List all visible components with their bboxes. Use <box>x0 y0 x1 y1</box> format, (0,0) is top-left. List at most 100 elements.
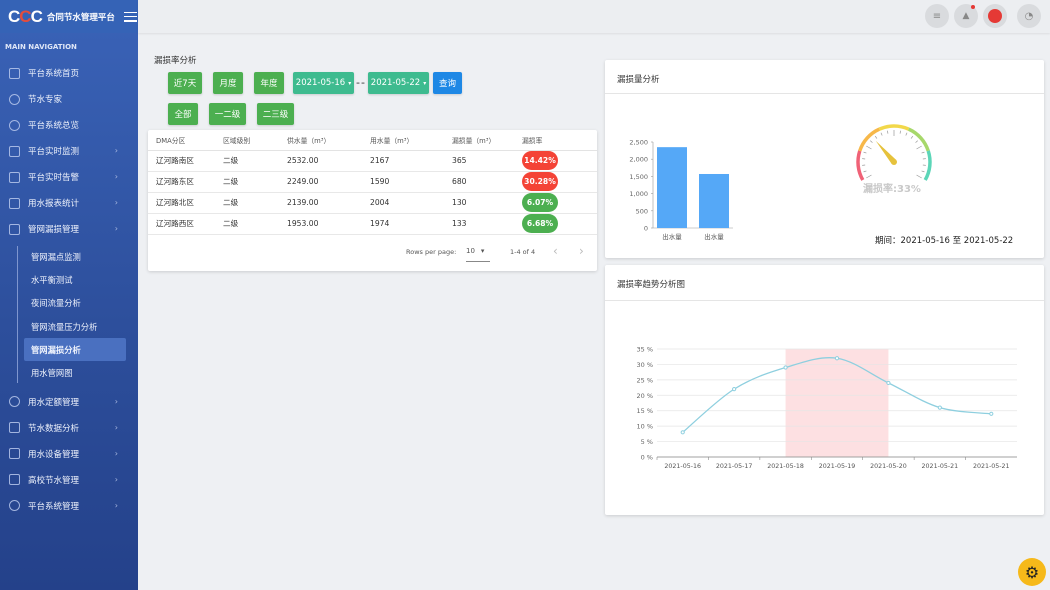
gauge-tick <box>921 151 925 154</box>
logo[interactable]: CCC <box>8 6 43 26</box>
sidebar-item-5[interactable]: 用水报表统计 › <box>0 190 138 216</box>
x-tick-label: 出水量 <box>704 232 724 241</box>
leak-table: DMA分区 区域级别 供水量（m³） 用水量（m³） 漏损量（m³） 漏损率 辽… <box>148 130 597 235</box>
cell-zone: 辽河路西区 <box>148 213 215 235</box>
hamburger-icon[interactable] <box>123 11 137 22</box>
clock-icon[interactable]: ◔ <box>1017 4 1041 28</box>
gauge-arc-segment <box>858 127 881 152</box>
col-header-usage[interactable]: 用水量（m³） <box>362 130 444 151</box>
table-row[interactable]: 辽河路北区 二级 2139.00 2004 130 6.07% <box>148 192 597 214</box>
y-tick-label: 1,000 <box>629 190 648 198</box>
gauge-tick <box>863 151 867 154</box>
rate-badge: 6.68% <box>522 214 558 233</box>
cube-icon <box>9 223 20 235</box>
sidebar-item-0[interactable]: 平台系统首页 <box>0 60 138 86</box>
submenu-item-3[interactable]: 管网流量压力分析 <box>31 321 98 332</box>
sidebar-item-label: 平台实时告警 <box>28 173 80 183</box>
sidebar-item-2[interactable]: 平台系统总览 <box>0 112 138 138</box>
table-row[interactable]: 辽河路东区 二级 2249.00 1590 680 30.28% <box>148 171 597 193</box>
data-point[interactable] <box>732 387 737 392</box>
gauge-tick <box>910 135 914 139</box>
level-1-2-button[interactable]: 一二级 <box>209 103 246 125</box>
query-button[interactable]: 查询 <box>433 72 462 94</box>
range-month-button[interactable]: 月度 <box>213 72 243 94</box>
gauge-tick <box>916 145 922 150</box>
cell-rate: 6.68% <box>514 213 597 235</box>
submenu-item-5[interactable]: 用水管网图 <box>31 368 73 379</box>
sidebar-bottom-item-2[interactable]: 用水设备管理 › <box>0 441 138 467</box>
sidebar-item-6[interactable]: 管网漏损管理 › <box>0 216 138 242</box>
home-icon <box>9 67 20 79</box>
rows-per-page-label: Rows per page: <box>406 248 457 256</box>
submenu-item-0[interactable]: 管网漏点监测 <box>31 251 81 262</box>
globe-icon <box>9 119 20 131</box>
notification-dot <box>971 5 975 9</box>
bar <box>657 147 687 228</box>
cell-loss: 365 <box>444 150 514 172</box>
user-avatar[interactable] <box>983 4 1007 28</box>
gauge-tick <box>915 140 919 143</box>
data-point[interactable] <box>834 356 840 361</box>
bar-chart: 0 500 1,000 1,500 2,000 2,500 出水量 出水量 <box>629 139 733 241</box>
sidebar-item-label: 用水报表统计 <box>28 199 80 209</box>
col-header-supply[interactable]: 供水量（m³） <box>279 130 362 151</box>
next-page-button[interactable]: › <box>579 244 584 258</box>
gauge-tick <box>866 174 872 179</box>
table-row[interactable]: 辽河路南区 二级 2532.00 2167 365 14.42% <box>148 150 597 172</box>
data-point[interactable] <box>680 430 685 435</box>
sidebar-bottom-item-4[interactable]: 平台系统管理 › <box>0 493 138 519</box>
start-date-select[interactable]: 2021-05-16 ▾ <box>293 72 354 94</box>
cell-loss: 130 <box>444 192 514 214</box>
level-all-button[interactable]: 全部 <box>168 103 198 125</box>
col-header-zone[interactable]: DMA分区 <box>148 130 215 151</box>
settings-gear-icon[interactable]: ⚙ <box>1018 558 1046 586</box>
rows-per-page-select[interactable]: 10 ▾ <box>466 247 485 255</box>
sidebar-item-label: 高校节水管理 <box>28 475 80 486</box>
sidebar-item-label: 用水设备管理 <box>28 449 80 460</box>
brand-title: 合同节水管理平台 <box>46 12 115 23</box>
submenu-item-1[interactable]: 水平衡测试 <box>31 274 73 285</box>
gauge-tick <box>887 130 889 134</box>
gauge-arc-segment <box>856 150 865 181</box>
data-point[interactable] <box>886 380 891 386</box>
trend-card: 漏损率趋势分析图 0 % 5 % 10 % 15 % 20 % 25 % 30 % 35 % 2… <box>605 265 1044 515</box>
cell-supply: 1953.00 <box>279 213 362 235</box>
x-tick-label: 2021-05-21 <box>973 463 1010 470</box>
gauge-arc-segment <box>907 127 930 152</box>
rate-badge: 30.28% <box>522 172 558 191</box>
sidebar-bottom-item-1[interactable]: 节水数据分析 › <box>0 415 138 441</box>
notification-icon[interactable]: ▲ <box>954 4 978 28</box>
col-header-level[interactable]: 区域级别 <box>215 130 279 151</box>
sidebar-item-1[interactable]: 节水专家 <box>0 86 138 112</box>
submenu-item-2[interactable]: 夜间流量分析 <box>31 298 81 309</box>
table-row[interactable]: 辽河路西区 二级 1953.00 1974 133 6.68% <box>148 213 597 235</box>
level-2-3-button[interactable]: 二三级 <box>257 103 294 125</box>
sidebar-item-3[interactable]: 平台实时监测 › <box>0 138 138 164</box>
data-point[interactable] <box>937 405 942 410</box>
menu-icon[interactable]: ≡ <box>925 4 949 28</box>
sidebar-bottom-item-3[interactable]: 高校节水管理 › <box>0 467 138 493</box>
col-header-rate[interactable]: 漏损率 <box>514 130 597 151</box>
cell-rate: 30.28% <box>514 171 597 193</box>
range-7days-button[interactable]: 近7天 <box>168 72 202 94</box>
page-info: 1-4 of 4 <box>510 248 536 256</box>
cell-rate: 14.42% <box>514 150 597 172</box>
sidebar-bottom-item-0[interactable]: 用水定额管理 › <box>0 389 138 415</box>
submenu-item-4[interactable]: 管网漏损分析 <box>24 338 126 362</box>
x-tick-label: 2021-05-20 <box>870 463 907 470</box>
cell-loss: 680 <box>444 171 514 193</box>
prev-page-button[interactable]: ‹ <box>553 244 558 258</box>
range-year-button[interactable]: 年度 <box>254 72 284 94</box>
gauge-pivot <box>891 159 897 165</box>
col-header-loss[interactable]: 漏损量（m³） <box>444 130 514 151</box>
gauge-tick <box>880 132 883 136</box>
data-point[interactable] <box>783 365 788 370</box>
data-point[interactable] <box>989 411 994 416</box>
y-tick-label: 1,500 <box>629 173 648 181</box>
gauge-tick <box>866 145 872 150</box>
sidebar-item-4[interactable]: 平台实时告警 › <box>0 164 138 190</box>
end-date-select[interactable]: 2021-05-22 ▾ <box>368 72 429 94</box>
gauge-needle <box>875 140 897 164</box>
chevron-right-icon: › <box>114 474 118 484</box>
globe-icon <box>9 93 20 105</box>
